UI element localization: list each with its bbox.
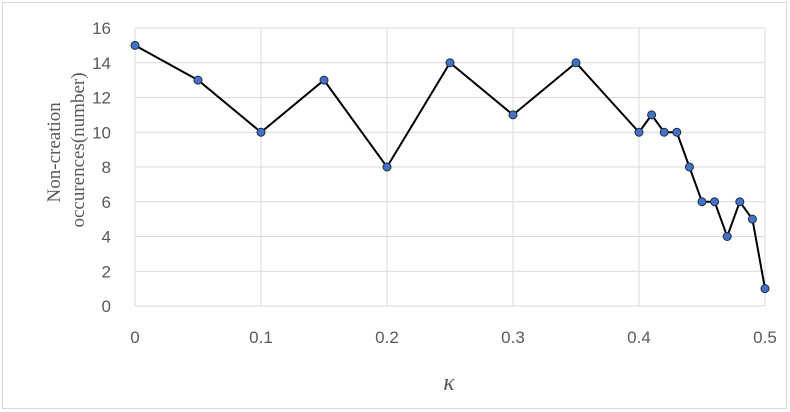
data-point <box>722 232 732 241</box>
data-point <box>319 75 329 85</box>
y-tick-label: 4 <box>102 228 111 247</box>
y-axis-title: Non-creation occurences(number) <box>44 72 89 227</box>
y-tick-labels: 0 2 4 6 8 10 12 14 16 <box>92 19 111 316</box>
y-axis-title-line-2: occurences(number) <box>68 72 89 227</box>
data-point <box>760 284 770 294</box>
x-tick-labels: 0 0.1 0.2 0.3 0.4 0.5 <box>130 328 777 347</box>
data-point <box>634 127 644 137</box>
y-tick-label: 14 <box>92 54 111 73</box>
x-tick-label: 0.3 <box>501 328 525 347</box>
y-tick-label: 10 <box>92 123 111 142</box>
data-point <box>672 127 682 137</box>
y-axis-title-line-1: Non-creation <box>44 102 65 203</box>
data-point <box>382 162 392 172</box>
y-tick-label: 8 <box>102 158 111 177</box>
x-tick-label: 0.2 <box>375 328 399 347</box>
data-point <box>508 110 518 120</box>
y-tick-label: 16 <box>92 19 111 38</box>
y-tick-label: 12 <box>92 89 111 108</box>
x-tick-label: 0.5 <box>753 328 777 347</box>
data-point <box>684 162 694 172</box>
data-point <box>697 197 707 207</box>
x-tick-label: 0.1 <box>249 328 273 347</box>
data-point <box>193 75 203 85</box>
data-point <box>735 197 745 207</box>
data-point <box>130 40 140 50</box>
data-point <box>445 58 455 68</box>
data-point <box>710 197 720 207</box>
x-tick-label: 0 <box>130 328 139 347</box>
gridlines <box>134 27 766 307</box>
data-point <box>571 58 581 68</box>
y-tick-label: 2 <box>102 262 111 281</box>
data-point <box>659 127 669 137</box>
x-tick-label: 0.4 <box>627 328 651 347</box>
data-point <box>256 127 266 137</box>
x-axis-title: κ <box>443 370 455 396</box>
data-point <box>647 110 657 120</box>
series <box>130 40 770 294</box>
y-tick-label: 6 <box>102 193 111 212</box>
data-point <box>747 214 757 224</box>
y-tick-label: 0 <box>102 297 111 316</box>
